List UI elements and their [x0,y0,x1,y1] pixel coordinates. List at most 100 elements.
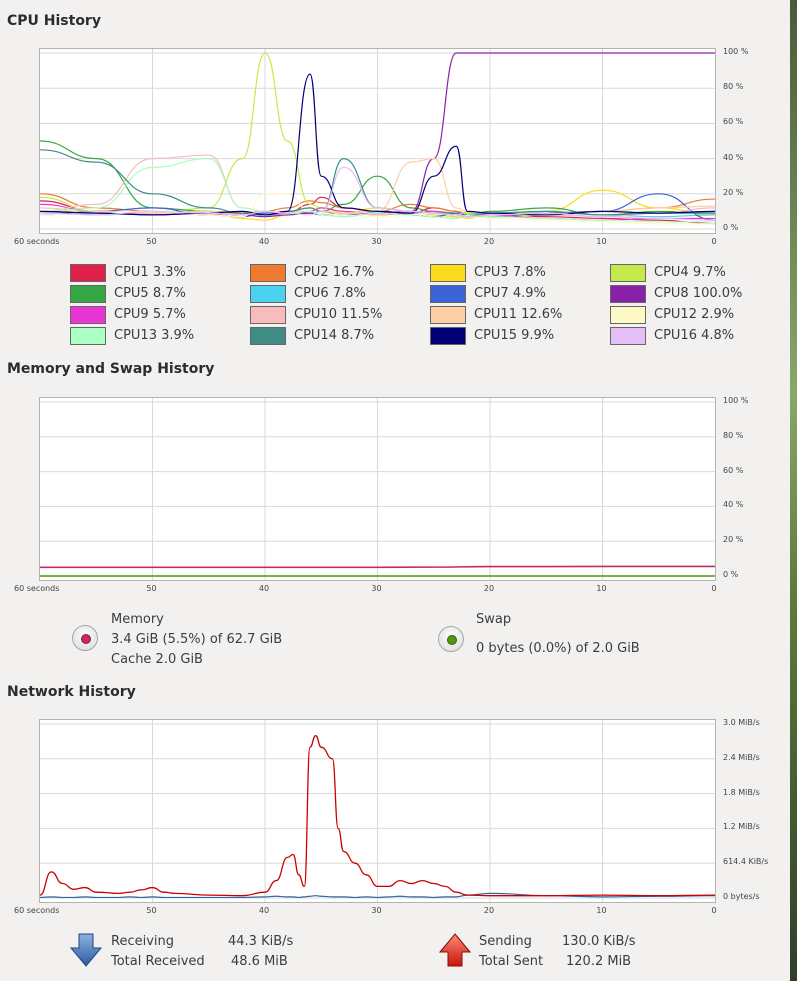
net-x-tick-label: 30 [371,906,382,915]
receiving-rate: 44.3 KiB/s [228,934,294,949]
cpu-history-title: CPU History [7,13,101,29]
cpu-legend-label: CPU16 4.8% [654,328,735,343]
mem-y-tick-label: 20 % [723,535,744,545]
sending-arrow-icon[interactable] [439,933,471,967]
cpu-series-cpu14 [40,149,715,218]
cpu-x-tick-label: 20 [483,237,495,246]
network-history-graph [39,719,716,903]
cpu-legend-label: CPU9 5.7% [114,307,186,322]
total-sent-label: Total Sent [479,954,544,969]
swap-color-button[interactable] [438,626,464,652]
net-series-sending [40,734,715,897]
swap-color-dot [447,635,457,645]
net-y-tick-label: 1.2 MiB/s [723,822,760,832]
cpu-y-tick-label: 40 % [723,152,744,162]
net-y-tick-label: 1.8 MiB/s [723,787,760,797]
network-history-title: Network History [7,684,136,700]
net-x-tick-label: 10 [596,906,607,915]
mem-x-tick-label: 40 [258,584,270,593]
cpu-y-tick-label: 100 % [723,47,749,56]
cpu-color-swatch-button[interactable] [250,264,286,282]
memory-usage-value: 3.4 GiB (5.5%) of 62.7 GiB [111,632,283,647]
cpu-legend-label: CPU13 3.9% [114,328,195,343]
mem-x-tick-label: 20 [483,584,495,593]
net-y-tick-label: 614.4 KiB/s [723,857,769,867]
cpu-legend-label: CPU6 7.8% [294,286,366,301]
net-x-tick-label: 50 [146,906,157,915]
mem-x-tick-label: 30 [371,584,382,593]
cpu-y-tick-label: 60 % [723,117,744,127]
cpu-legend-label: CPU10 11.5% [294,307,383,322]
cpu-legend-label: CPU2 16.7% [294,265,375,280]
cpu-x-tick-label: 60 seconds [14,237,60,246]
cpu-y-tick-label: 80 % [723,82,744,92]
cpu-series-cpu15 [40,73,715,216]
mem-y-tick-label: 60 % [723,465,744,475]
cpu-legend-label: CPU12 2.9% [654,307,735,322]
cpu-legend-label: CPU11 12.6% [474,307,563,322]
cpu-y-tick-label: 0 % [723,223,739,232]
cpu-color-swatch-button[interactable] [610,264,646,282]
cpu-legend-label: CPU15 9.9% [474,328,555,343]
total-received-label: Total Received [111,954,205,969]
cpu-color-swatch-button[interactable] [70,306,106,324]
cpu-series-cpu12 [40,193,715,225]
sending-label: Sending [479,934,532,949]
cpu-legend-label: CPU8 100.0% [654,286,743,301]
cpu-legend-label: CPU5 8.7% [114,286,186,301]
cpu-color-swatch-button[interactable] [610,285,646,303]
net-y-tick-label: 2.4 MiB/s [723,752,760,762]
cpu-color-swatch-button[interactable] [250,327,286,345]
cpu-x-tick-label: 30 [371,237,382,246]
cpu-x-tick-label: 40 [258,237,270,246]
cpu-legend-label: CPU7 4.9% [474,286,546,301]
cpu-color-swatch-button[interactable] [250,285,286,303]
cpu-graph-canvas [40,49,715,233]
memory-history-graph [39,397,716,581]
desktop-background-edge [790,0,797,981]
net-x-tick-label: 20 [483,906,495,915]
mem-series-memory [40,565,715,569]
cpu-color-swatch-button[interactable] [70,264,106,282]
mem-y-tick-label: 100 % [723,396,749,405]
net-x-tick-label: 40 [258,906,270,915]
cpu-color-swatch-button[interactable] [430,306,466,324]
net-x-tick-label: 0 [711,906,717,915]
swap-label: Swap [476,612,512,627]
mem-x-tick-label: 60 seconds [14,584,60,593]
memory-cache-value: Cache 2.0 GiB [111,652,203,667]
cpu-color-swatch-button[interactable] [610,327,646,345]
net-y-tick-label: 3.0 MiB/s [723,718,760,727]
cpu-color-swatch-button[interactable] [70,327,106,345]
cpu-legend-label: CPU3 7.8% [474,265,546,280]
cpu-color-swatch-button[interactable] [610,306,646,324]
receiving-label: Receiving [111,934,175,949]
memory-color-button[interactable] [72,625,98,651]
cpu-color-swatch-button[interactable] [430,285,466,303]
mem-x-tick-label: 50 [146,584,157,593]
memory-color-dot [81,634,91,644]
mem-y-tick-label: 40 % [723,500,744,510]
net-y-tick-label: 0 bytes/s [723,892,760,901]
cpu-color-swatch-button[interactable] [430,327,466,345]
net-series-receiving [40,892,715,899]
total-received-value: 48.6 MiB [231,954,288,969]
sending-rate: 130.0 KiB/s [562,934,636,949]
mem-y-tick-label: 0 % [723,570,739,579]
cpu-color-swatch-button[interactable] [430,264,466,282]
cpu-x-tick-label: 50 [146,237,157,246]
total-sent-value: 120.2 MiB [566,954,632,969]
memory-label: Memory [111,612,164,627]
mem-y-tick-label: 80 % [723,430,744,440]
cpu-legend-label: CPU14 8.7% [294,328,375,343]
receiving-arrow-icon[interactable] [70,933,102,967]
cpu-history-graph [39,48,716,234]
net-x-tick-label: 60 seconds [14,906,60,915]
mem-x-tick-label: 10 [596,584,607,593]
memory-history-title: Memory and Swap History [7,361,215,377]
cpu-y-tick-label: 20 % [723,187,744,197]
cpu-color-swatch-button[interactable] [70,285,106,303]
cpu-color-swatch-button[interactable] [250,306,286,324]
swap-usage-value: 0 bytes (0.0%) of 2.0 GiB [476,641,640,656]
cpu-x-tick-label: 0 [711,237,717,246]
